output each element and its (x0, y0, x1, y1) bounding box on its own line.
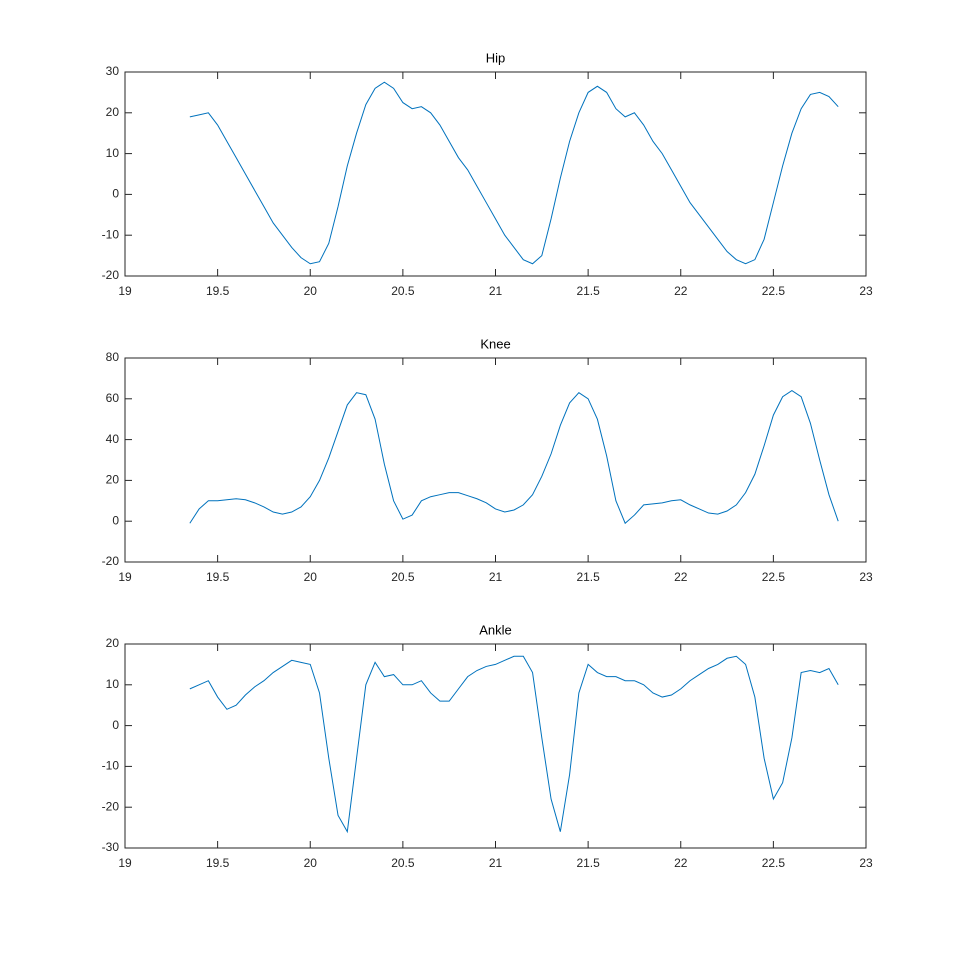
y-tick-label: 10 (106, 146, 120, 160)
x-tick-label: 19 (118, 284, 132, 298)
x-tick-label: 22.5 (762, 284, 786, 298)
x-tick-label: 20.5 (391, 284, 415, 298)
x-tick-label: 21.5 (576, 570, 600, 584)
y-tick-label: -10 (102, 227, 120, 241)
y-tick-label: -20 (102, 799, 120, 813)
plot-frame (124, 71, 867, 277)
data-line (189, 390, 839, 525)
x-tick-label: 22 (674, 856, 688, 870)
x-tick-label: 19 (118, 856, 132, 870)
y-tick-label: 10 (106, 677, 120, 691)
x-tick-label: 20.5 (391, 570, 415, 584)
y-tick-label: -20 (102, 554, 120, 568)
y-tick-label: 0 (112, 718, 119, 732)
y-tick-label: 40 (106, 432, 120, 446)
x-tick-label: 21 (489, 284, 503, 298)
x-tick-label: 22.5 (762, 570, 786, 584)
x-tick-label: 19.5 (206, 284, 230, 298)
plot-frame (124, 357, 867, 563)
data-line (189, 81, 839, 265)
x-tick-label: 21.5 (576, 856, 600, 870)
x-tick-label: 21.5 (576, 284, 600, 298)
x-tick-label: 23 (859, 284, 873, 298)
x-tick-label: 22.5 (762, 856, 786, 870)
y-tick-label: -10 (102, 759, 120, 773)
y-tick-label: 20 (106, 636, 120, 650)
x-tick-label: 19.5 (206, 570, 230, 584)
chart-title: Ankle (479, 622, 512, 637)
chart-title: Hip (486, 50, 506, 65)
chart-title: Knee (480, 336, 510, 351)
subplot: Hip 19 19.5 20 20.5 21 21.5 22 22.5 23 -20 -10 0 10 20… (102, 50, 873, 298)
subplot: Knee 19 19.5 20 20.5 21 21.5 22 22.5 23 -20 0 20 40 60… (102, 336, 873, 584)
y-tick-label: 0 (112, 513, 119, 527)
x-tick-label: 22 (674, 284, 688, 298)
x-tick-label: 20 (304, 284, 318, 298)
subplot: Ankle 19 19.5 20 20.5 21 21.5 22 22.5 23 -30 -20 -10… (102, 622, 873, 870)
x-tick-label: 23 (859, 856, 873, 870)
x-tick-label: 19 (118, 570, 132, 584)
y-tick-label: 20 (106, 105, 120, 119)
y-tick-label: 60 (106, 391, 120, 405)
y-tick-label: -30 (102, 840, 120, 854)
x-tick-label: 20.5 (391, 856, 415, 870)
x-tick-label: 21 (489, 570, 503, 584)
x-tick-label: 23 (859, 570, 873, 584)
x-tick-label: 21 (489, 856, 503, 870)
y-tick-label: -20 (102, 268, 120, 282)
y-tick-label: 20 (106, 473, 120, 487)
x-tick-label: 22 (674, 570, 688, 584)
x-tick-label: 19.5 (206, 856, 230, 870)
y-tick-label: 30 (106, 64, 120, 78)
data-line (189, 655, 839, 834)
plot-frame (124, 643, 867, 849)
y-tick-label: 0 (112, 187, 119, 201)
x-tick-label: 20 (304, 570, 318, 584)
x-tick-label: 20 (304, 856, 318, 870)
y-tick-label: 80 (106, 350, 120, 364)
